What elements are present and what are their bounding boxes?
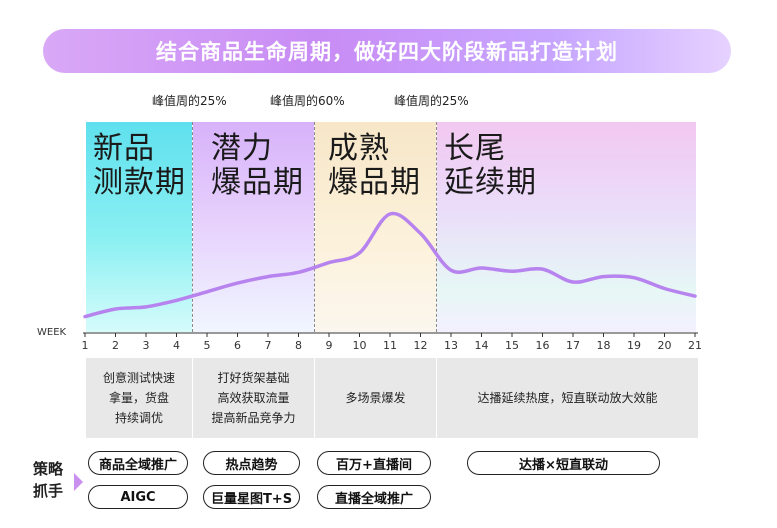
x-axis-tick-label: 18 bbox=[596, 339, 611, 352]
phase-divider bbox=[192, 122, 193, 332]
x-axis-tick-label: 6 bbox=[234, 339, 241, 352]
strategy-pill-star-map: 巨量星图T+S bbox=[203, 485, 300, 509]
phase-divider bbox=[436, 122, 437, 332]
x-axis-tick-label: 8 bbox=[295, 339, 302, 352]
x-axis-tick-label: 15 bbox=[505, 339, 519, 352]
x-axis-tick-label: 10 bbox=[352, 339, 367, 352]
x-axis-tick-label: 4 bbox=[173, 339, 180, 352]
x-axis-tick-label: 11 bbox=[383, 339, 397, 352]
x-axis-tick-label: 16 bbox=[535, 339, 550, 352]
phase-description-potential: 打好货架基础 高效获取流量 提高新品竞争力 bbox=[193, 358, 314, 438]
x-axis-tick-label: 7 bbox=[264, 339, 272, 352]
phase-description-long-tail: 达播延续热度，短直联动放大效能 bbox=[437, 358, 698, 438]
page-title: 结合商品生命周期，做好四大阶段新品打造计划 bbox=[156, 40, 618, 64]
strategy-label: 策略 抓手 bbox=[33, 460, 64, 500]
x-axis-tick-label: 2 bbox=[112, 339, 119, 352]
x-axis-tick-label: 9 bbox=[325, 339, 333, 352]
phase-long-tail-background bbox=[437, 122, 696, 332]
strategy-pill-product-promotion: 商品全域推广 bbox=[88, 451, 188, 475]
strategy-pill-hot-trends: 热点趋势 bbox=[203, 451, 300, 475]
x-axis-tick-label: 13 bbox=[444, 339, 458, 352]
peak-label-25-second: 峰值周的25% bbox=[394, 94, 469, 108]
strategy-pill-creator-short-live: 达播×短直联动 bbox=[467, 451, 660, 475]
phase-potential-background bbox=[193, 122, 314, 332]
phase-title-potential: 潜力 爆品期 bbox=[211, 131, 304, 200]
phase-title-new-test: 新品 测款期 bbox=[93, 131, 186, 200]
title-banner: 结合商品生命周期，做好四大阶段新品打造计划 bbox=[43, 29, 731, 73]
phase-description-new-test: 创意测试快速 拿量，货盘 持续调优 bbox=[86, 358, 192, 438]
x-axis-tick-label: 14 bbox=[474, 339, 489, 352]
x-axis-tick-label: 1 bbox=[81, 339, 89, 352]
strategy-pill-million-live: 百万+直播间 bbox=[317, 451, 431, 475]
phase-divider bbox=[314, 122, 315, 332]
x-axis-label: WEEK bbox=[37, 327, 67, 338]
x-axis-tick-label: 19 bbox=[627, 339, 641, 352]
x-axis-tick-label: 17 bbox=[566, 339, 580, 352]
x-axis-tick-label: 21 bbox=[688, 339, 702, 352]
strategy-pill-live-promotion: 直播全域推广 bbox=[317, 485, 431, 509]
phase-description-mature: 多场景爆发 bbox=[315, 358, 436, 438]
x-axis-tick-label: 3 bbox=[142, 339, 150, 352]
peak-label-60: 峰值周的60% bbox=[270, 94, 345, 108]
lifecycle-curve bbox=[83, 211, 697, 319]
x-axis-ticks bbox=[84, 333, 696, 337]
phase-new-test-background bbox=[86, 122, 192, 332]
x-axis-tick-label: 12 bbox=[413, 339, 428, 352]
phase-title-long-tail: 长尾 延续期 bbox=[444, 131, 537, 200]
x-axis-tick-label: 20 bbox=[657, 339, 672, 352]
peak-label-25-first: 峰值周的25% bbox=[152, 94, 227, 108]
strategy-pill-aigc: AIGC bbox=[88, 485, 188, 509]
phase-title-mature: 成熟 爆品期 bbox=[328, 131, 421, 200]
x-axis-tick-label: 5 bbox=[203, 339, 211, 352]
strategy-arrow-icon bbox=[74, 473, 83, 491]
